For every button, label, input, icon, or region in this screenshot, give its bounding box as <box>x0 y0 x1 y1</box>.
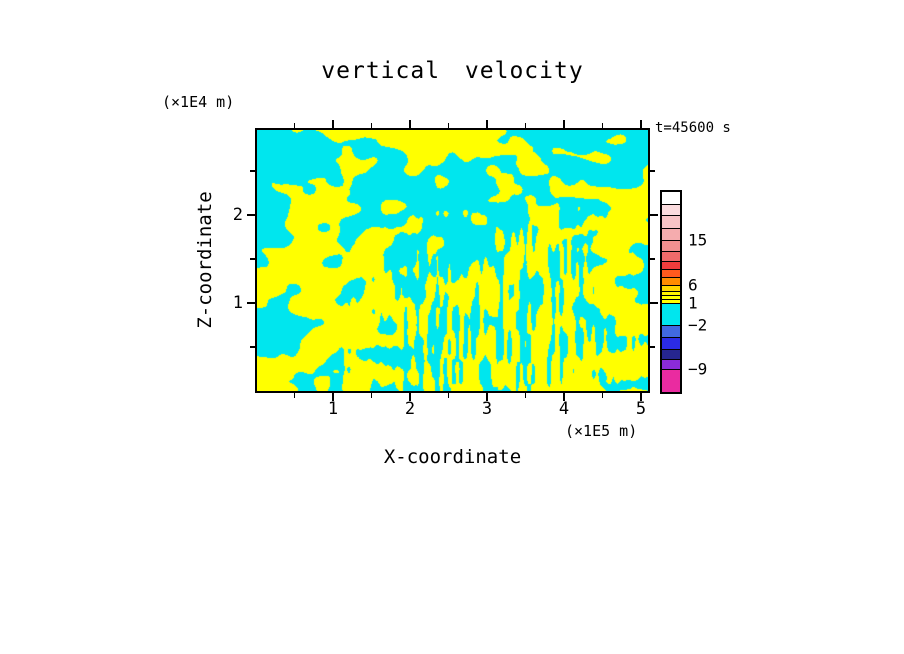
x-minor-tick <box>370 393 373 398</box>
colorbar <box>660 190 682 394</box>
colorbar-tick-label: −2 <box>688 315 708 335</box>
z-minor-tick <box>250 258 255 260</box>
x-minor-tick-top <box>524 123 527 128</box>
z-minor-tick <box>250 170 255 172</box>
x-tick-label: 5 <box>635 399 647 419</box>
x-minor-tick <box>524 393 527 398</box>
x-axis-unit-label: (×1E5 m) <box>565 422 638 440</box>
x-minor-tick <box>293 393 296 398</box>
colorbar-tick-label: −9 <box>688 359 708 379</box>
x-tick-label: 1 <box>327 399 339 419</box>
z-axis-title: Z-coordinate <box>194 191 216 329</box>
z-tick-label: 1 <box>232 293 243 313</box>
z-tick-label: 2 <box>232 205 243 225</box>
x-major-tick <box>563 393 565 401</box>
x-major-tick <box>640 393 642 401</box>
colorbar-segment <box>662 204 680 215</box>
x-major-tick-top <box>563 120 565 128</box>
colorbar-segment <box>662 303 680 325</box>
z-minor-tick-right <box>650 258 655 260</box>
x-minor-tick <box>447 393 450 398</box>
x-tick-label: 4 <box>558 399 570 419</box>
x-major-tick <box>486 393 488 401</box>
x-minor-tick-top <box>293 123 296 128</box>
colorbar-segment <box>662 277 680 285</box>
colorbar-segment <box>662 240 680 251</box>
x-minor-tick <box>601 393 604 398</box>
x-major-tick-top <box>409 120 411 128</box>
x-minor-tick-top <box>370 123 373 128</box>
x-minor-tick-top <box>601 123 604 128</box>
colorbar-segment <box>662 269 680 277</box>
z-minor-tick-right <box>650 170 655 172</box>
colorbar-segment <box>662 337 680 349</box>
x-minor-tick-top <box>447 123 450 128</box>
x-tick-label: 3 <box>481 399 493 419</box>
colorbar-tick-label: 15 <box>688 230 708 250</box>
plot-area <box>255 128 650 393</box>
colorbar-segment <box>662 291 680 295</box>
x-axis-title: X-coordinate <box>383 446 522 468</box>
x-major-tick-top <box>486 120 488 128</box>
colorbar-segment <box>662 369 680 392</box>
velocity-field-canvas <box>257 130 648 391</box>
z-axis-unit-label: (×1E4 m) <box>162 93 235 111</box>
z-major-tick <box>247 214 255 216</box>
colorbar-tick-label: 6 <box>688 275 698 295</box>
colorbar-segment <box>662 299 680 303</box>
x-major-tick-top <box>640 120 642 128</box>
z-major-tick <box>247 302 255 304</box>
plot-title: vertical velocity <box>321 58 584 84</box>
z-minor-tick-right <box>650 346 655 348</box>
z-major-tick-right <box>650 302 658 304</box>
colorbar-segment <box>662 325 680 337</box>
colorbar-segment <box>662 359 680 369</box>
colorbar-tick-label: 1 <box>688 293 698 313</box>
colorbar-segment <box>662 228 680 240</box>
time-annotation: t=45600 s <box>655 120 731 136</box>
z-minor-tick <box>250 346 255 348</box>
x-tick-label: 2 <box>404 399 416 419</box>
x-major-tick <box>332 393 334 401</box>
colorbar-segment <box>662 285 680 291</box>
x-major-tick <box>409 393 411 401</box>
colorbar-segment <box>662 215 680 228</box>
colorbar-segment <box>662 349 680 359</box>
colorbar-segment <box>662 295 680 299</box>
colorbar-segment <box>662 261 680 269</box>
colorbar-segment <box>662 192 680 204</box>
colorbar-segment <box>662 251 680 261</box>
x-major-tick-top <box>332 120 334 128</box>
z-major-tick-right <box>650 214 658 216</box>
